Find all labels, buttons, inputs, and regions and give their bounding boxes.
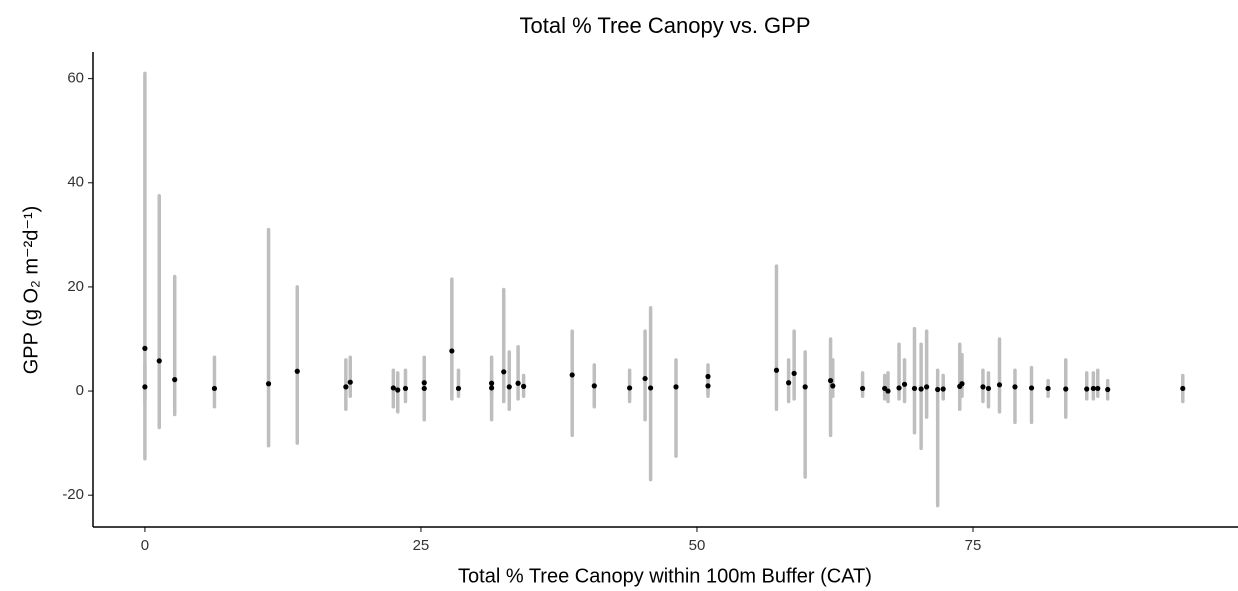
data-point [1105,386,1111,393]
data-point [773,367,780,373]
data-point [1063,386,1069,392]
y-axis-label: GPP (g O₂ m⁻²d⁻¹) [20,206,42,375]
data-point [506,384,512,390]
data-point [211,385,218,392]
data-point [142,384,148,390]
data-point [343,384,349,390]
data-point [647,385,654,391]
data-point [985,385,992,392]
data-point [347,379,353,385]
data-point [896,385,902,391]
data-point [395,387,401,393]
y-tick-label: 0 [76,382,84,399]
y-tick-label: 20 [67,278,84,295]
data-point [627,385,633,391]
data-point [172,377,178,383]
data-point [390,385,396,391]
data-point [859,385,866,392]
data-point [488,385,495,391]
data-point [924,384,930,390]
data-point [918,386,924,392]
data-point [1028,385,1035,391]
data-point [156,358,162,364]
data-point [911,385,918,392]
x-tick-label: 25 [413,537,430,554]
data-point [142,345,148,351]
data-point [786,380,792,386]
data-point [1095,385,1101,392]
data-point [501,369,507,375]
chart-title: Total % Tree Canopy vs. GPP [519,13,810,38]
data-point [265,381,272,387]
data-point [885,388,891,394]
data-point [421,385,427,392]
data-point [642,375,648,382]
x-axis-label: Total % Tree Canopy within 100m Buffer (… [458,565,872,587]
x-tick-label: 50 [689,537,706,554]
y-tick-label: -20 [62,486,84,503]
data-point [294,368,300,374]
data-point [980,384,986,390]
y-tick-label: 40 [67,174,84,191]
data-point [1045,385,1051,392]
data-point [996,382,1003,388]
data-point [521,383,527,389]
y-tick-label: 60 [67,70,84,87]
x-tick-label: 75 [965,537,982,554]
data-point [1012,384,1018,390]
data-point [449,348,455,354]
data-point [673,384,679,390]
data-point [1180,385,1186,392]
data-point [421,380,427,386]
data-point [1084,386,1090,392]
data-point [827,378,834,384]
data-point [802,384,808,390]
data-point [569,372,575,378]
data-point [830,383,836,389]
data-point [791,370,797,376]
data-point [940,386,946,392]
data-point [591,383,597,389]
x-tick-label: 0 [141,537,149,554]
data-point [705,383,711,389]
data-point [705,373,711,380]
data-point [455,385,462,392]
data-point [402,385,409,392]
data-point [901,381,908,387]
data-point [1090,385,1096,392]
data-point [959,381,965,387]
data-point [515,380,521,386]
data-point [935,386,941,393]
data-point [488,380,495,386]
